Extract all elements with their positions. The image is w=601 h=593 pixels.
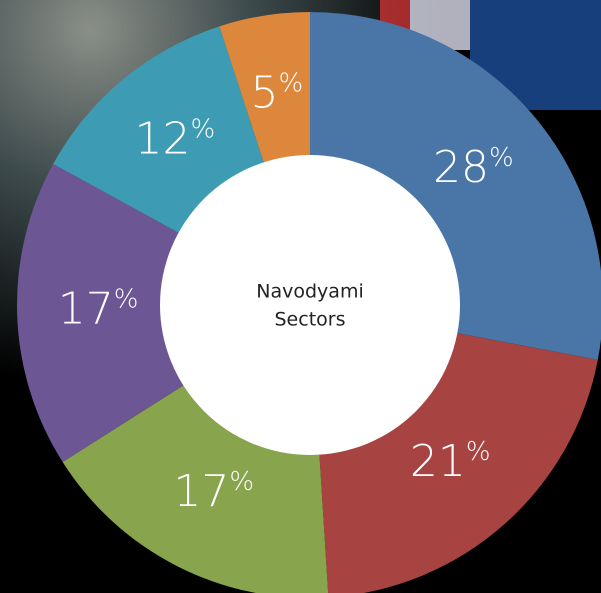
value-label: 28% — [433, 142, 514, 193]
center-label: Navodyami — [256, 281, 363, 303]
center-label: Sectors — [275, 309, 346, 331]
donut-hole — [160, 155, 460, 455]
labels: 28%21%17%17%12%5% — [58, 68, 514, 517]
value-label: 17% — [173, 466, 254, 517]
